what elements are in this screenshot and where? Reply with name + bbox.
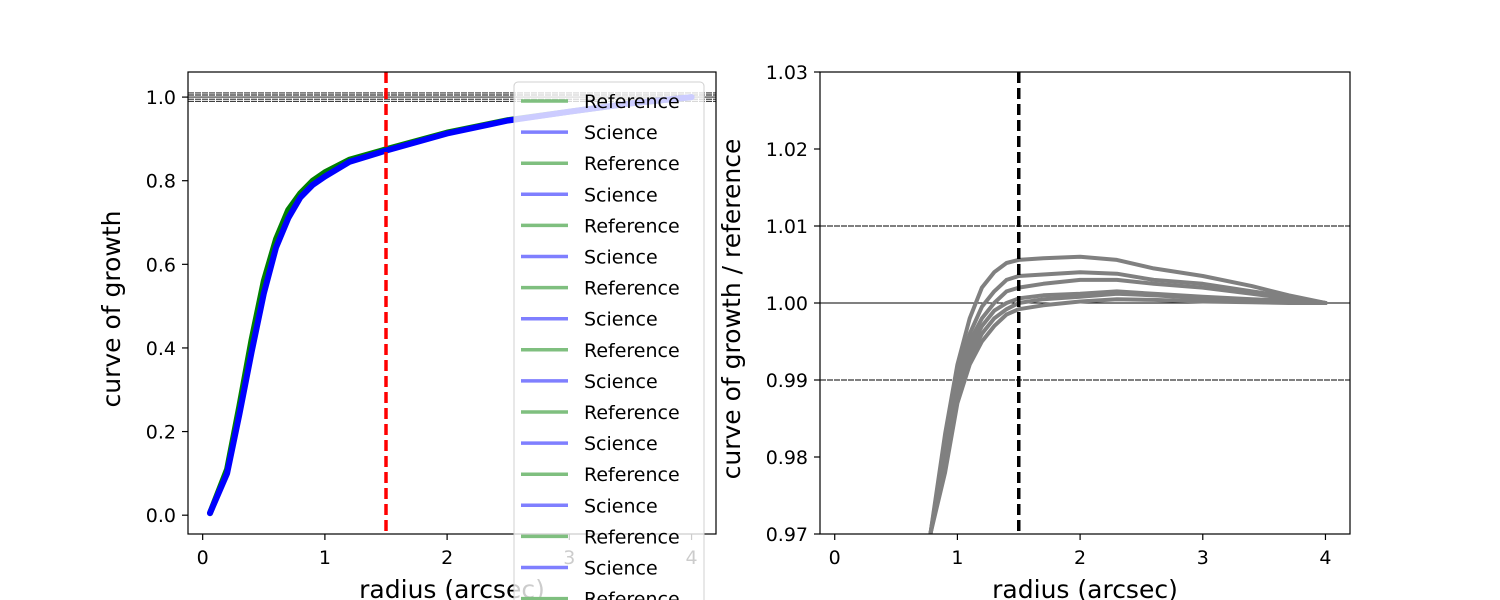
- legend-label-3: Science: [584, 184, 658, 206]
- x-tick-label-2: 2: [441, 547, 453, 569]
- legend-label-1: Science: [584, 122, 658, 144]
- y-axis-label: curve of growth / reference: [717, 139, 746, 480]
- y-axis-label: curve of growth: [97, 210, 126, 407]
- legend-label-6: Reference: [584, 278, 680, 300]
- legend-label-12: Reference: [584, 464, 680, 486]
- series-line-5: [928, 297, 1328, 534]
- legend-label-13: Science: [584, 495, 658, 517]
- y-tick-label-6: 1.03: [766, 62, 808, 84]
- y-tick-label-2: 0.4: [146, 338, 176, 360]
- legend: Reference Science Reference Science Referenc…: [513, 81, 705, 600]
- legend-box: [513, 81, 705, 600]
- legend-label-10: Reference: [584, 402, 680, 424]
- legend-label-16: Reference: [584, 589, 680, 600]
- series-line-1: [928, 270, 1328, 534]
- series-line-3: [928, 289, 1328, 534]
- plot-area: [820, 72, 1350, 534]
- y-tick-label-1: 0.98: [766, 447, 808, 469]
- x-tick-label-3: 3: [1197, 547, 1209, 569]
- y-tick-label-5: 1.02: [766, 139, 808, 161]
- x-tick-label-4: 4: [1319, 547, 1331, 569]
- legend-label-5: Science: [584, 247, 658, 269]
- legend-label-0: Reference: [584, 91, 680, 113]
- legend-label-9: Science: [584, 371, 658, 393]
- x-tick-label-1: 1: [319, 547, 331, 569]
- series-line-4: [928, 291, 1328, 534]
- legend-label-11: Science: [584, 433, 658, 455]
- y-tick-label-1: 0.2: [146, 422, 176, 444]
- series-line-0: [928, 254, 1328, 534]
- series-line-2: [928, 277, 1328, 534]
- legend-label-15: Science: [584, 558, 658, 580]
- x-tick-label-2: 2: [1074, 547, 1086, 569]
- y-tick-label-3: 0.6: [146, 254, 176, 276]
- panel-ratio: 0 1 2 3 4 0.97 0.98 0.99 1.00 1.01 1.02 1.03 radius …: [717, 62, 1351, 600]
- axes-frame: [187, 71, 717, 535]
- x-tick-label-0: 0: [197, 547, 209, 569]
- y-tick-label-4: 1.01: [766, 216, 808, 238]
- legend-label-8: Reference: [584, 340, 680, 362]
- legend-label-7: Science: [584, 309, 658, 331]
- y-tick-label-2: 0.99: [766, 370, 808, 392]
- legend-label-2: Reference: [584, 153, 680, 175]
- x-tick-label-1: 1: [951, 547, 963, 569]
- y-tick-label-0: 0.97: [766, 524, 808, 546]
- y-tick-label-4: 0.8: [146, 171, 176, 193]
- y-tick-label-3: 1.00: [766, 293, 808, 315]
- x-axis-label: radius (arcsec): [992, 575, 1178, 600]
- y-tick-label-5: 1.0: [146, 87, 176, 109]
- legend-label-14: Reference: [584, 526, 680, 548]
- x-tick-label-0: 0: [829, 547, 841, 569]
- y-tick-label-0: 0.0: [146, 505, 176, 527]
- legend-label-4: Reference: [584, 215, 680, 237]
